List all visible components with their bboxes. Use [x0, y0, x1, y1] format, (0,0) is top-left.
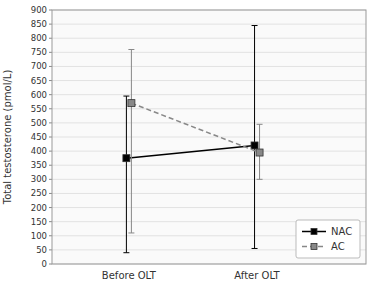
tick-label: 800	[31, 33, 47, 43]
tick-label: 600	[31, 90, 47, 100]
grid-line	[52, 122, 366, 123]
grid-line	[52, 24, 366, 25]
tick-label: 900	[31, 5, 47, 15]
grid-line	[52, 151, 366, 152]
tick-label: After OLT	[234, 270, 280, 281]
error-cap	[123, 96, 129, 97]
axis-label: Total testosterone (pmol/L)	[2, 70, 13, 206]
series-line	[126, 145, 254, 158]
grid-line	[52, 80, 366, 81]
marks	[123, 26, 263, 253]
tick-label: 550	[31, 104, 47, 114]
grid-line	[52, 179, 366, 180]
tick-label: Before OLT	[102, 270, 157, 281]
error-bar	[257, 124, 263, 179]
grid-line	[52, 108, 366, 109]
point	[251, 142, 258, 149]
error-cap	[257, 124, 263, 125]
error-cap	[123, 252, 129, 253]
error-cap	[128, 232, 134, 233]
tick-label: 250	[31, 188, 47, 198]
error-cap	[252, 25, 258, 26]
tick-label: 350	[31, 160, 47, 170]
tick-label: 50	[36, 245, 47, 255]
tick-label: 400	[31, 146, 47, 156]
error-cap	[257, 179, 263, 180]
tick-label: 200	[31, 203, 47, 213]
error-stem	[131, 50, 132, 233]
legend-label: NAC	[331, 226, 352, 237]
legend-box	[296, 220, 360, 258]
tick-label: 850	[31, 19, 47, 29]
legend-marker	[311, 229, 317, 235]
grid-line	[52, 137, 366, 138]
point	[128, 100, 135, 107]
grid-line	[52, 66, 366, 67]
tick-label: 100	[31, 231, 47, 241]
error-stem	[126, 96, 127, 253]
legend-label: AC	[331, 241, 345, 252]
error-stem	[254, 26, 255, 249]
point	[256, 149, 263, 156]
tick-label: 0	[42, 259, 47, 269]
tick-label: 300	[31, 174, 47, 184]
tick-label: 650	[31, 76, 47, 86]
grid-line	[52, 193, 366, 194]
error-bar	[252, 26, 258, 249]
tick-label: 700	[31, 61, 47, 71]
grid-line	[52, 52, 366, 53]
error-bar	[128, 50, 134, 233]
error-cap	[252, 248, 258, 249]
tick-label: 750	[31, 47, 47, 57]
series-line	[131, 103, 259, 152]
tick-label: 150	[31, 217, 47, 227]
error-bar	[123, 96, 129, 253]
point	[123, 155, 130, 162]
frame	[52, 10, 366, 264]
plot-area	[52, 10, 366, 264]
chart: 0 50 100 150 200 250 300 350 400 450 500 550 600 650 7…	[0, 0, 374, 290]
legend-marker	[311, 244, 317, 250]
grid-line	[52, 165, 366, 166]
grid-line	[52, 38, 366, 39]
grid-line	[52, 207, 366, 208]
tick-label: 450	[31, 132, 47, 142]
tick-label: 500	[31, 118, 47, 128]
legend: NAC AC	[296, 220, 360, 258]
error-cap	[128, 49, 134, 50]
grid-line	[52, 94, 366, 95]
